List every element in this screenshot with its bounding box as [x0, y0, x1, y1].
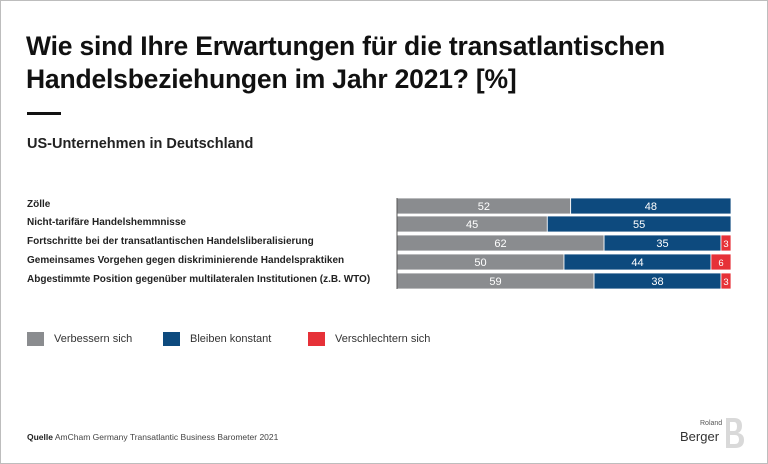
legend-label: Verbessern sich — [54, 333, 133, 345]
bar-segment — [710, 253, 732, 271]
legend-swatch — [163, 332, 180, 346]
title-rule — [27, 112, 61, 115]
bar-value-label: 44 — [631, 257, 643, 269]
row-label: Fortschritte bei der transatlantischen H… — [27, 236, 314, 247]
bar-value-label: 6 — [718, 258, 723, 269]
legend-label: Bleiben konstant — [190, 333, 272, 345]
legend-item: Verschlechtern sich — [308, 332, 430, 346]
bar-value-label: 3 — [723, 239, 728, 250]
bar-value-label: 3 — [723, 277, 728, 288]
logo-text-line2: Berger — [680, 429, 720, 444]
source-note: Quelle AmCham Germany Transatlantic Busi… — [27, 432, 278, 442]
bar-value-label: 62 — [494, 238, 506, 250]
legend-swatch — [308, 332, 325, 346]
bar-value-label: 59 — [489, 276, 501, 288]
roland-berger-logo: Roland Berger — [680, 414, 746, 452]
legend-item: Verbessern sich — [27, 332, 132, 346]
bar-value-label: 50 — [474, 257, 486, 269]
row-label: Zölle — [27, 199, 51, 210]
chart-title: Wie sind Ihre Erwartungen für die transa… — [26, 31, 665, 94]
row-label: Gemeinsames Vorgehen gegen diskriminiere… — [27, 255, 345, 266]
source-label: Quelle — [27, 432, 53, 442]
bar-segment — [720, 272, 732, 290]
legend-label: Verschlechtern sich — [335, 333, 431, 345]
row-label: Abgestimmte Position gegenüber multilate… — [27, 274, 371, 285]
bar-value-label: 48 — [645, 201, 657, 213]
bar-value-label: 45 — [466, 219, 478, 231]
bar-segment — [570, 197, 732, 215]
logo-text-line1: Roland — [700, 420, 723, 427]
bar-value-label: 55 — [633, 219, 645, 231]
logo-mark-icon — [726, 418, 744, 448]
bar-segment — [546, 215, 732, 233]
bar-value-label: 52 — [478, 201, 490, 213]
source-text: AmCham Germany Transatlantic Business Ba… — [54, 432, 279, 442]
legend-swatch — [27, 332, 44, 346]
bar-value-label: 35 — [656, 238, 668, 250]
row-label: Nicht-tarifäre Handelshemmnisse — [27, 217, 186, 228]
bar-value-label: 38 — [651, 276, 663, 288]
bar-segment — [720, 234, 732, 252]
legend-item: Bleiben konstant — [163, 332, 271, 346]
chart-subtitle: US-Unternehmen in Deutschland — [27, 136, 254, 152]
